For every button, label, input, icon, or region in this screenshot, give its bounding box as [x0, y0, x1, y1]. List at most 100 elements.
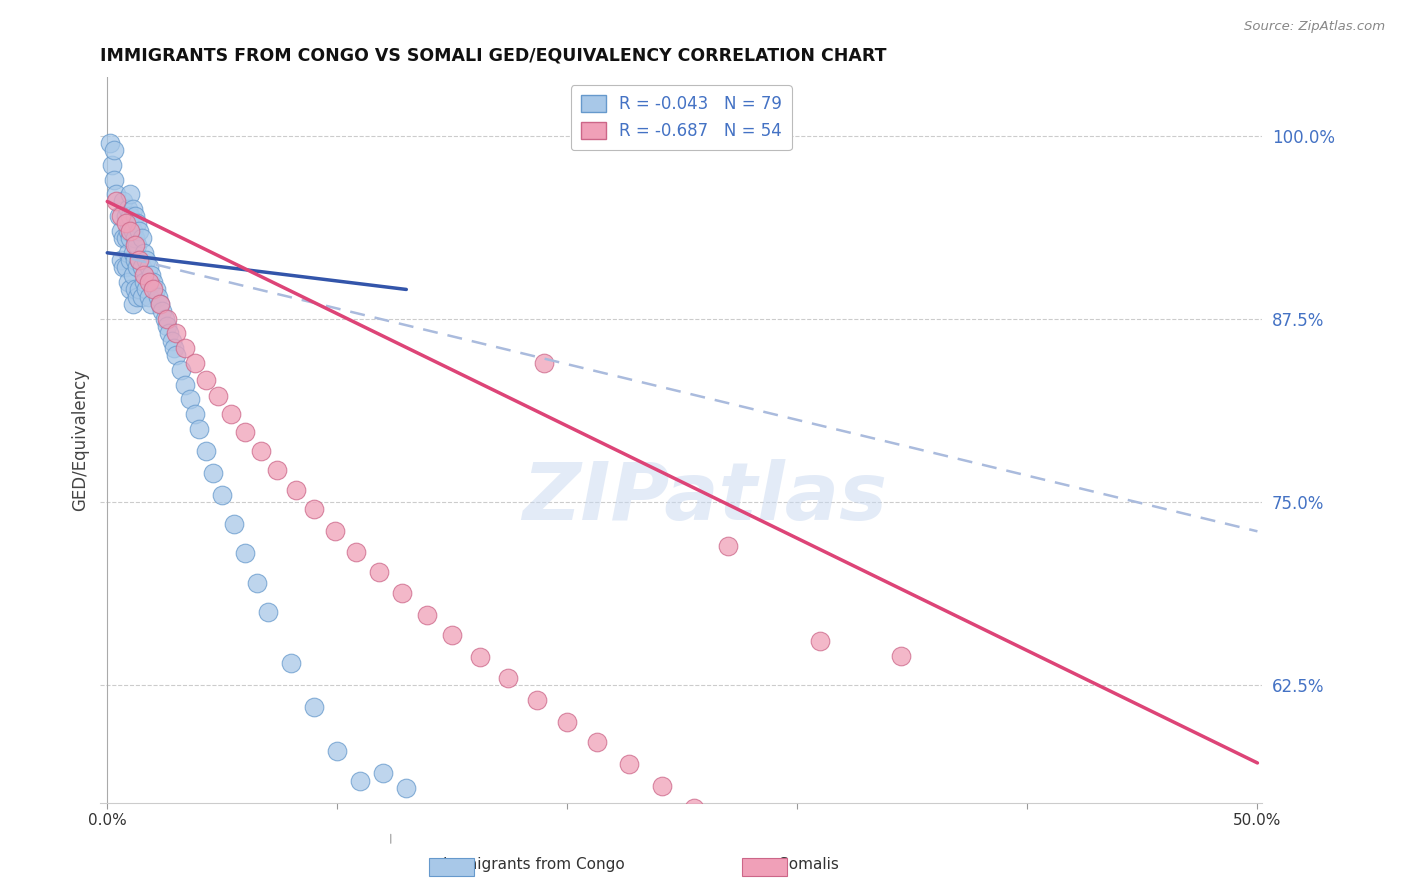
- Text: IMMIGRANTS FROM CONGO VS SOMALI GED/EQUIVALENCY CORRELATION CHART: IMMIGRANTS FROM CONGO VS SOMALI GED/EQUI…: [100, 46, 887, 64]
- Point: [323, 524, 346, 539]
- Point: [222, 516, 245, 531]
- Point: [170, 363, 193, 377]
- Point: [165, 326, 187, 341]
- Point: [112, 194, 135, 209]
- Point: [619, 757, 641, 772]
- Point: [179, 392, 201, 407]
- Point: [174, 341, 197, 355]
- Point: [120, 224, 142, 238]
- Point: [714, 823, 737, 838]
- Point: [246, 575, 269, 590]
- Point: [103, 143, 125, 157]
- Point: [152, 304, 174, 318]
- Point: [188, 422, 211, 436]
- Point: [557, 714, 579, 729]
- Point: [165, 348, 187, 362]
- Point: [128, 253, 150, 268]
- Point: [127, 217, 149, 231]
- Point: [117, 224, 139, 238]
- Point: [139, 268, 162, 282]
- Point: [367, 566, 389, 580]
- Point: [120, 209, 142, 223]
- Point: [128, 282, 150, 296]
- Point: [138, 275, 160, 289]
- Point: [117, 275, 139, 289]
- Point: [304, 700, 326, 714]
- Point: [266, 463, 288, 477]
- Point: [120, 187, 142, 202]
- Point: [233, 425, 256, 439]
- Point: [195, 443, 218, 458]
- Point: [114, 217, 136, 231]
- Point: [131, 260, 153, 275]
- Point: [142, 282, 165, 296]
- Point: [326, 744, 349, 758]
- Point: [890, 648, 912, 663]
- Point: [808, 634, 831, 648]
- Point: [160, 334, 183, 348]
- Point: [127, 238, 149, 252]
- Point: [121, 224, 143, 238]
- Y-axis label: GED/Equivalency: GED/Equivalency: [72, 368, 89, 511]
- Point: [349, 773, 371, 788]
- Text: Somalis: Somalis: [779, 857, 838, 872]
- Point: [121, 268, 143, 282]
- Point: [207, 389, 229, 403]
- Point: [128, 253, 150, 268]
- Point: [284, 483, 307, 498]
- Point: [121, 297, 143, 311]
- Point: [344, 545, 367, 559]
- Point: [163, 341, 186, 355]
- Point: [124, 282, 146, 296]
- Point: [752, 846, 775, 860]
- Point: [112, 231, 135, 245]
- Point: [280, 657, 302, 671]
- Point: [786, 867, 808, 881]
- Point: [132, 275, 155, 289]
- Point: [142, 275, 165, 289]
- Point: [114, 231, 136, 245]
- Point: [127, 290, 149, 304]
- Legend: R = -0.043   N = 79, R = -0.687   N = 54: R = -0.043 N = 79, R = -0.687 N = 54: [571, 86, 792, 150]
- Point: [526, 693, 548, 707]
- Point: [157, 326, 180, 341]
- Point: [127, 260, 149, 275]
- Point: [121, 245, 143, 260]
- Point: [105, 194, 128, 209]
- Point: [103, 172, 125, 186]
- Point: [124, 253, 146, 268]
- Point: [156, 311, 179, 326]
- Point: [121, 202, 143, 216]
- Point: [105, 187, 128, 202]
- Point: [110, 224, 132, 238]
- Point: [651, 780, 673, 794]
- Point: [416, 607, 439, 622]
- Text: Source: ZipAtlas.com: Source: ZipAtlas.com: [1244, 20, 1385, 33]
- Point: [586, 735, 609, 749]
- Point: [128, 224, 150, 238]
- Text: ZIPatlas: ZIPatlas: [522, 458, 887, 537]
- Point: [131, 290, 153, 304]
- Point: [257, 605, 280, 619]
- Point: [101, 158, 124, 172]
- Point: [391, 586, 413, 600]
- Point: [441, 628, 464, 642]
- Point: [120, 231, 142, 245]
- Point: [183, 407, 205, 421]
- Point: [221, 407, 243, 421]
- Point: [124, 231, 146, 245]
- Point: [98, 136, 121, 150]
- Point: [156, 319, 179, 334]
- Point: [114, 209, 136, 223]
- Point: [195, 373, 218, 387]
- Point: [139, 297, 162, 311]
- Point: [533, 356, 555, 370]
- Point: [149, 297, 172, 311]
- Point: [373, 766, 395, 780]
- Point: [138, 260, 160, 275]
- Point: [145, 282, 167, 296]
- Point: [114, 260, 136, 275]
- Point: [183, 356, 205, 370]
- Point: [174, 377, 197, 392]
- Text: Immigrants from Congo: Immigrants from Congo: [443, 857, 626, 872]
